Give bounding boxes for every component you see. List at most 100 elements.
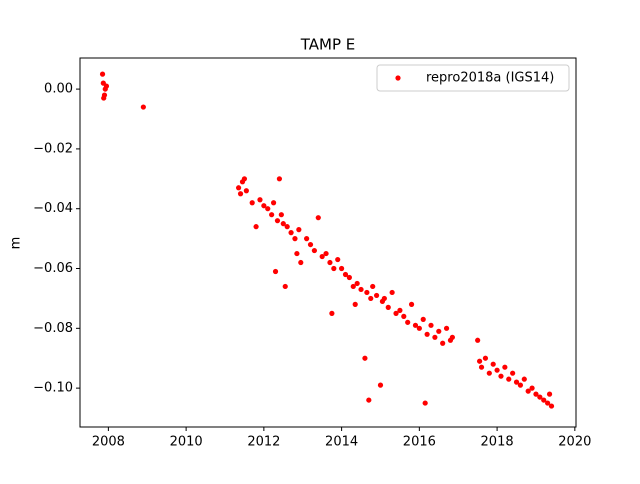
data-point <box>381 295 387 302</box>
data-point <box>307 241 314 248</box>
chart-title: TAMP E <box>300 36 356 54</box>
data-point <box>420 316 426 322</box>
data-point <box>352 301 358 307</box>
data-point <box>103 83 110 89</box>
data-point <box>235 185 242 191</box>
data-point <box>288 230 294 236</box>
data-point <box>292 236 298 242</box>
data-point <box>265 206 271 212</box>
x-tick-label: 2016 <box>403 435 436 450</box>
data-point <box>541 397 547 403</box>
data-point <box>327 259 333 266</box>
data-point <box>101 92 108 98</box>
data-point <box>366 397 372 403</box>
data-point <box>401 313 407 319</box>
data-point <box>311 247 317 254</box>
data-point <box>428 322 434 328</box>
data-point <box>335 256 341 263</box>
y-tick-label: −0.02 <box>33 141 73 156</box>
x-tick-label: 2008 <box>92 435 125 450</box>
y-tick-label: −0.04 <box>33 201 73 216</box>
y-axis-label: m <box>9 237 24 250</box>
data-point <box>354 280 360 287</box>
data-point <box>241 176 248 182</box>
data-point <box>490 361 496 367</box>
data-point <box>280 221 286 227</box>
data-point <box>424 331 430 337</box>
data-point <box>274 218 281 224</box>
data-point <box>408 301 415 307</box>
data-point <box>358 286 364 293</box>
data-point <box>546 391 553 397</box>
data-point <box>529 385 535 391</box>
data-point <box>502 364 508 370</box>
data-point <box>405 319 411 325</box>
y-tick-label: −0.08 <box>33 321 73 336</box>
data-point <box>443 325 450 331</box>
data-point <box>364 289 370 296</box>
data-point <box>545 400 551 406</box>
x-tick-label: 2012 <box>247 435 280 450</box>
data-point <box>331 265 337 272</box>
data-point <box>257 197 263 203</box>
data-point <box>270 200 277 206</box>
x-tick-label: 2020 <box>558 435 591 450</box>
data-point <box>296 227 302 233</box>
data-point <box>486 370 492 376</box>
data-point <box>278 212 284 218</box>
data-point <box>494 367 500 373</box>
data-point <box>412 322 419 328</box>
data-point <box>362 355 368 361</box>
data-point <box>368 295 374 302</box>
data-point <box>440 340 446 346</box>
data-point <box>377 382 384 388</box>
plot-frame <box>79 57 577 428</box>
data-point <box>346 274 352 281</box>
data-point <box>294 250 300 257</box>
data-point <box>323 250 329 257</box>
data-point <box>282 283 288 290</box>
data-point <box>475 337 481 343</box>
data-point <box>269 212 275 218</box>
legend-box <box>376 64 570 92</box>
data-point <box>478 364 485 370</box>
x-tick-label: 2010 <box>170 435 203 450</box>
data-point <box>436 328 442 334</box>
data-point <box>521 376 527 382</box>
data-point <box>249 200 255 206</box>
data-point <box>237 191 244 197</box>
data-point <box>449 334 455 340</box>
data-point <box>140 104 146 110</box>
data-point <box>370 283 376 290</box>
data-point <box>298 259 304 266</box>
data-point <box>385 304 391 310</box>
data-point <box>513 379 520 385</box>
data-point <box>276 176 283 182</box>
data-point <box>393 310 399 316</box>
data-point <box>548 403 555 409</box>
data-point <box>350 283 356 290</box>
x-tick-label: 2014 <box>325 435 358 450</box>
data-point <box>342 271 349 278</box>
data-point <box>261 203 267 209</box>
data-point <box>517 382 524 388</box>
data-point <box>506 376 512 382</box>
data-point <box>284 224 290 230</box>
data-point <box>537 394 543 400</box>
data-point <box>319 253 325 260</box>
data-point <box>510 370 516 376</box>
x-tick-label: 2018 <box>481 435 514 450</box>
y-tick-label: 0.00 <box>44 82 73 97</box>
data-point <box>272 268 279 275</box>
data-point <box>329 310 335 316</box>
data-point <box>339 265 345 272</box>
data-point <box>432 334 438 340</box>
data-point <box>304 236 310 242</box>
legend-marker <box>395 75 401 81</box>
data-point <box>389 289 395 296</box>
y-tick-label: −0.10 <box>33 381 73 396</box>
legend-label: repro2018a (IGS14) <box>426 71 554 86</box>
data-point <box>476 358 483 364</box>
data-point <box>243 188 249 194</box>
